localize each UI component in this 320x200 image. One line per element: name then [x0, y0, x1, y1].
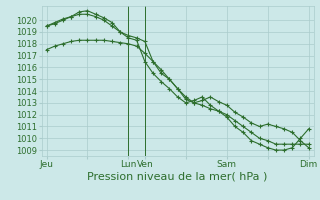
X-axis label: Pression niveau de la mer( hPa ): Pression niveau de la mer( hPa ) [87, 172, 268, 182]
